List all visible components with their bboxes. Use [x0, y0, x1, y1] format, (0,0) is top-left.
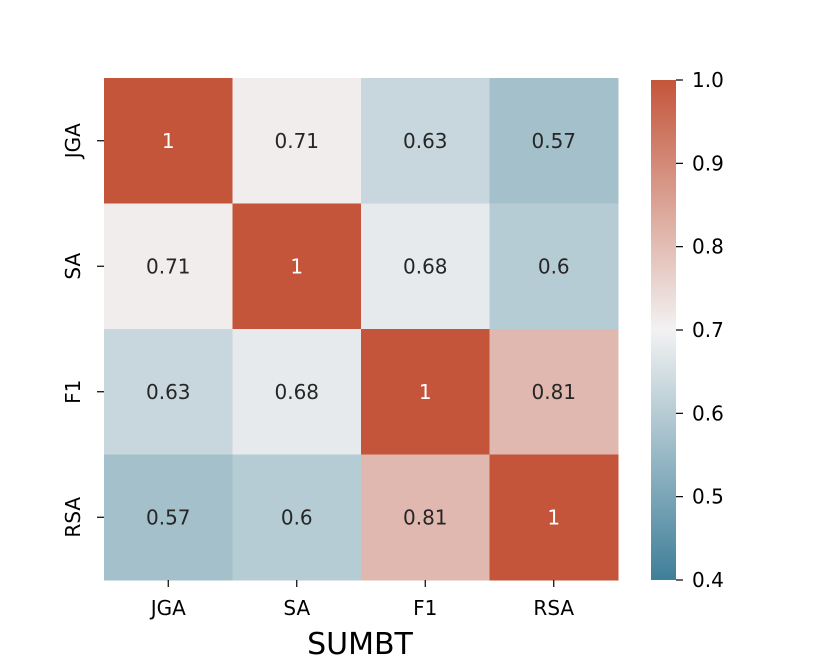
cell-value-label: 1	[162, 129, 175, 153]
colorbar-tick-label: 0.6	[692, 401, 724, 425]
colorbar-tick-label: 0.7	[692, 318, 724, 342]
y-tick-label: RSA	[61, 497, 85, 538]
heatmap-cell	[489, 203, 619, 330]
cell-value-label: 0.6	[281, 505, 313, 529]
colorbar-tick-label: 0.5	[692, 485, 724, 509]
cell-value-label: 1	[290, 254, 303, 278]
axis-ticks: JGA SA F1 RSA JGA SA F1 RSA	[61, 123, 574, 620]
colorbar-tick-label: 0.4	[692, 568, 724, 592]
cell-value-label: 0.57	[146, 505, 191, 529]
heatmap-cell	[232, 78, 362, 204]
cell-value-label: 0.57	[531, 129, 576, 153]
heatmap-cell	[489, 78, 619, 204]
colorbar-gradient	[651, 80, 676, 580]
x-tick-label: RSA	[533, 596, 574, 620]
heatmap-cell	[104, 78, 233, 204]
heatmap-cell	[489, 329, 619, 455]
x-tick-label: SA	[283, 596, 310, 620]
y-tick-label: F1	[61, 380, 85, 404]
colorbar: 0.4 0.5 0.6 0.7 0.8 0.9 1.0	[651, 68, 724, 592]
cell-value-label: 0.81	[403, 505, 448, 529]
colorbar-tick-label: 0.9	[692, 151, 724, 175]
heatmap-cell	[104, 203, 233, 330]
heatmap-cell	[104, 454, 233, 581]
heatmap-cell	[489, 454, 619, 581]
heatmap-cell	[361, 203, 490, 330]
cell-value-label: 0.6	[538, 254, 570, 278]
x-tick-label: F1	[413, 596, 437, 620]
heatmap-cell	[104, 329, 233, 455]
cell-value-label: 0.71	[146, 254, 191, 278]
cell-value-label: 1	[419, 380, 432, 404]
heatmap-cell	[232, 329, 362, 455]
cell-value-label: 0.81	[531, 380, 576, 404]
y-tick-label: JGA	[61, 123, 85, 160]
cell-value-label: 0.68	[274, 380, 319, 404]
y-tick-label: SA	[61, 253, 85, 280]
cell-value-label: 0.63	[146, 380, 191, 404]
cell-value-label: 0.71	[274, 129, 319, 153]
cell-value-label: 0.63	[403, 129, 448, 153]
heatmap-cell	[232, 454, 362, 581]
heatmap-cell	[361, 454, 490, 581]
x-tick-label: JGA	[149, 596, 186, 620]
heatmap-cell	[232, 203, 362, 330]
colorbar-tick-label: 1.0	[692, 68, 724, 92]
heatmap-cell	[361, 78, 490, 204]
cell-value-label: 1	[547, 505, 560, 529]
heatmap-cell	[361, 329, 490, 455]
heatmap-cells: 1 0.71 0.63 0.57 0.71 1 0.68 0.6 0.63 0.68 1 0.81 0.…	[104, 78, 619, 581]
colorbar-tick-label: 0.8	[692, 235, 724, 259]
x-axis-title: SUMBT	[307, 627, 413, 662]
cell-value-label: 0.68	[403, 254, 448, 278]
